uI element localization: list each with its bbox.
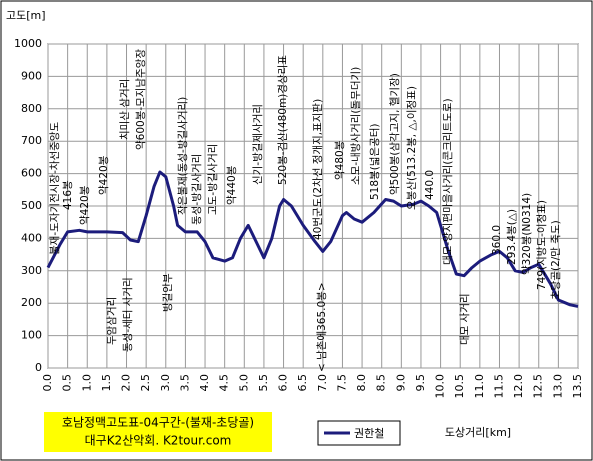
y-tick-label: 300 [21, 264, 42, 277]
x-tick-label: 4.0 [198, 374, 211, 392]
x-tick-label: 13.5 [571, 374, 584, 399]
y-tick-label: 700 [21, 134, 42, 147]
annotation: 작은불재(동성-방길사거리) [176, 97, 189, 215]
x-tick-label: 12.0 [512, 374, 525, 399]
x-tick-label: 0.5 [61, 374, 74, 392]
annotation: 약500봉(삼각고지, 헬기장) [389, 73, 401, 195]
elevation-line [46, 170, 579, 308]
x-tick-label: 6.5 [296, 374, 309, 392]
annotation: 520봉-검산(480m)경상리표 [276, 55, 289, 185]
y-tick-label: 100 [21, 329, 42, 342]
annotation: 대모 사거리 [459, 293, 471, 345]
annotation: 약440봉 [226, 165, 238, 205]
y-tick-label: 900 [21, 69, 42, 82]
annotation: 40번군도(2차선 정개지,표지판) [312, 99, 324, 240]
annotation: 약480봉 [334, 140, 346, 180]
annotation: 약420봉 [98, 155, 110, 195]
y-tick-label: 0 [35, 361, 42, 374]
x-tick-label: 4.5 [218, 374, 231, 392]
x-tick-label: 8.5 [375, 374, 388, 392]
y-tick-label: 800 [21, 102, 42, 115]
x-tick-label: 6.0 [277, 374, 290, 392]
x-tick-label: 5.0 [237, 374, 250, 392]
x-tick-label: 13.0 [551, 374, 564, 399]
y-tick-label: 600 [21, 167, 42, 180]
x-tick-label: 7.0 [316, 374, 329, 392]
footer-box [44, 412, 272, 452]
annotation: < 남촌에365.0봉> [316, 282, 328, 372]
annotation: 치미산 삼거리 [119, 79, 131, 140]
annotation: 293.4봉(△) [506, 209, 518, 265]
annotation: 749(지방도-이정표) [536, 200, 548, 290]
x-tick-label: 11.5 [492, 374, 505, 399]
annotation: 대모-양지편마을사거리(콘크리트도로) [441, 98, 454, 265]
annotation: 불재-도자기전시장-차선중앙도 [49, 122, 61, 255]
annotation: 방길안부 [161, 273, 174, 312]
annotation: 416봉 [62, 180, 74, 210]
x-tick-label: 3.0 [159, 374, 172, 392]
annotation: 360.0 [491, 225, 503, 255]
y-tick-label: 500 [21, 199, 42, 212]
y-tick-label: 400 [21, 231, 42, 244]
annotation: 고도-방길사거리 [206, 144, 219, 215]
annotation: 약320봉(N0314) [521, 193, 533, 275]
x-tick-label: 1.0 [80, 374, 93, 392]
x-tick-label: 10.0 [434, 374, 447, 399]
x-tick-label: 1.5 [100, 374, 113, 392]
y-tick-label: 1000 [14, 37, 42, 50]
annotation: 두암삼거리 [106, 297, 118, 345]
x-tick-label: 7.5 [335, 374, 348, 392]
annotation: 신기-방길제사거리 [251, 104, 264, 185]
y-axis-title: 고도[m] [6, 9, 46, 22]
annotation: 소모-내방사거리(돌무더기) [350, 67, 362, 185]
annotation: 오봉산(513.2봉, △,이정표) [406, 86, 418, 210]
footer-line: 호남정맥고도표-04구간-(불재-초당골) [62, 416, 254, 430]
x-tick-label: 12.5 [532, 374, 545, 399]
annotation: 초당골(2/만 죽도) [550, 220, 562, 300]
annotation: 약420봉 [79, 185, 91, 225]
x-tick-label: 10.5 [453, 374, 466, 399]
x-tick-label: 3.5 [178, 374, 191, 392]
footer-line: 대구K2산악회. K2tour.com [85, 434, 232, 448]
x-tick-label: 9.0 [394, 374, 407, 392]
x-tick-label: 8.0 [355, 374, 368, 392]
x-axis-title: 도상거리[km] [445, 426, 511, 439]
x-tick-label: 2.0 [120, 374, 133, 392]
annotation: 약600봉-모지남주앙장 [135, 49, 147, 150]
legend-label: 권한철 [354, 427, 384, 440]
x-tick-label: 9.5 [414, 374, 427, 392]
x-tick-label: 5.5 [257, 374, 270, 392]
annotation: 440.0 [424, 170, 436, 200]
y-tick-label: 200 [21, 296, 42, 309]
x-tick-label: 0.0 [41, 374, 54, 392]
x-tick-label: 11.0 [473, 374, 486, 399]
annotation: 동성-세터 사거리 [122, 277, 134, 352]
annotation: 518봉(넓은공터) [369, 123, 381, 200]
x-tick-label: 2.5 [139, 374, 152, 392]
annotation: 동성-방길사거리 [190, 154, 203, 225]
